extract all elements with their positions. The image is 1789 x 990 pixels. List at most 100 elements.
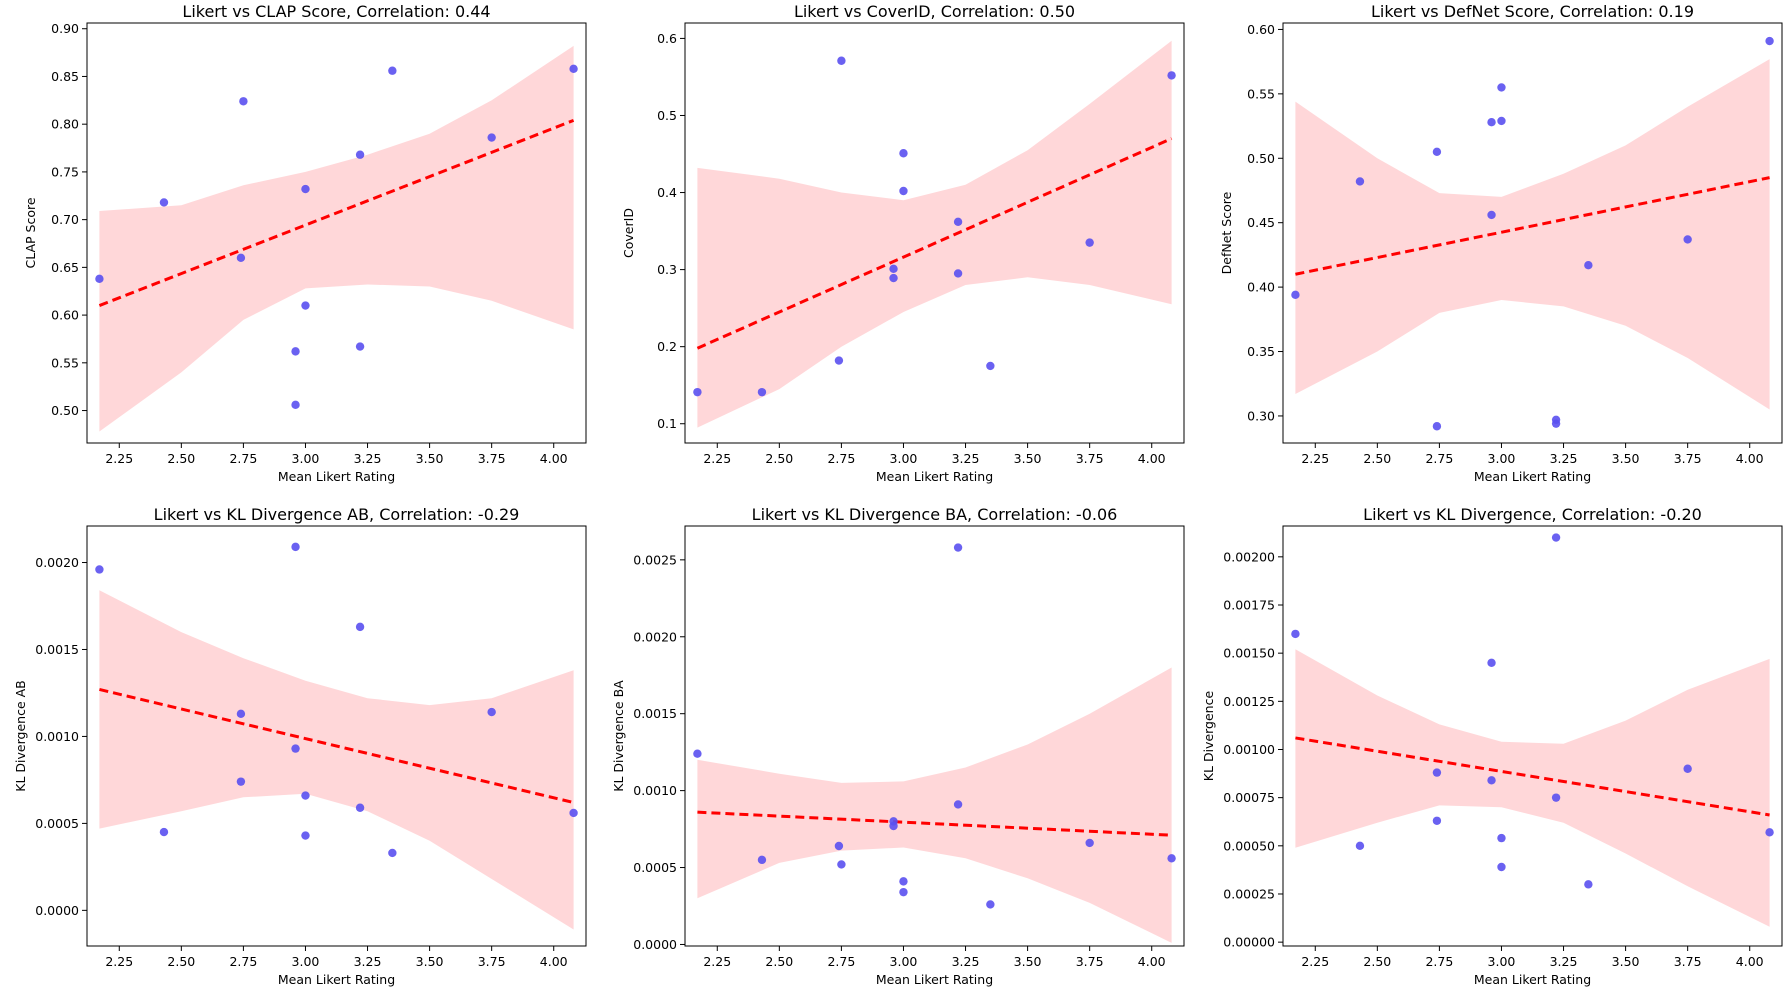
data-point: [291, 400, 300, 410]
chart-panel-3: 2.25 2.50 2.75 3.00 3.25 3.50 3.75 4.00 0.30 0.35…: [1219, 2, 1783, 484]
data-point: [569, 64, 578, 74]
data-point: [388, 66, 397, 75]
x-tick-label: 3.75: [1674, 954, 1702, 969]
regression-line: [1295, 736, 1770, 817]
axes-frame: [1282, 22, 1783, 444]
y-tick-label: 0.00075: [1223, 790, 1275, 805]
x-tick-label: 3.25: [952, 954, 980, 969]
x-tick-label: 3.00: [1488, 451, 1516, 466]
data-point: [834, 841, 844, 851]
data-point: [95, 274, 104, 284]
regression-line: [98, 118, 575, 307]
chart-title: Likert vs KL Divergence BA, Correlation:…: [752, 505, 1118, 524]
data-point: [1551, 419, 1561, 428]
y-axis-label: CoverID: [621, 208, 636, 258]
axes-frame: [1282, 525, 1783, 947]
data-point: [301, 301, 310, 310]
x-tick-label: 2.25: [105, 451, 133, 466]
y-tick-label: 0.0020: [633, 629, 677, 644]
data-point: [693, 749, 702, 758]
data-point: [986, 361, 995, 371]
y-tick-label: 0.00150: [1223, 646, 1275, 661]
y-tick-label: 0.60: [1247, 22, 1275, 37]
data-point: [569, 808, 578, 818]
x-tick-label: 3.25: [952, 451, 980, 466]
data-point: [355, 803, 365, 812]
x-axis-label: Mean Likert Rating: [1474, 972, 1591, 987]
data-point: [291, 542, 300, 552]
y-tick-label: 0.6: [657, 31, 677, 46]
data-point: [889, 821, 898, 831]
x-tick-label: 4.00: [540, 954, 568, 969]
y-tick-label: 0.90: [51, 21, 79, 36]
data-point: [1683, 235, 1692, 244]
data-point: [1487, 776, 1496, 785]
x-tick-label: 2.75: [827, 954, 855, 969]
y-tick-label: 0.0025: [633, 552, 677, 567]
data-point: [1355, 177, 1365, 186]
y-tick-label: 0.65: [51, 260, 79, 275]
data-point: [834, 356, 844, 365]
data-point: [837, 860, 846, 869]
x-tick-label: 3.75: [1076, 954, 1104, 969]
y-axis-label: DefNet Score: [1219, 191, 1234, 274]
axes-frame: [86, 22, 587, 444]
x-tick-label: 2.75: [1425, 954, 1453, 969]
regression-line: [99, 688, 574, 804]
data-point: [1551, 793, 1561, 802]
y-tick-label: 0.30: [1247, 408, 1275, 423]
chart-title: Likert vs DefNet Score, Correlation: 0.1…: [1371, 2, 1694, 21]
y-axis-label: KL Divergence: [1201, 691, 1216, 782]
x-tick-label: 3.75: [1076, 451, 1104, 466]
y-tick-label: 0.00200: [1223, 549, 1275, 564]
x-tick-label: 3.50: [416, 954, 444, 969]
x-tick-label: 3.75: [478, 954, 506, 969]
chart-title: Likert vs CoverID, Correlation: 0.50: [794, 2, 1075, 21]
x-tick-label: 3.25: [354, 451, 382, 466]
chart-panel-5: 2.25 2.50 2.75 3.00 3.25 3.50 3.75 4.00 0.0000 0.…: [611, 505, 1185, 987]
data-point: [487, 707, 496, 717]
y-tick-label: 0.1: [657, 416, 677, 431]
x-tick-label: 4.00: [540, 451, 568, 466]
y-tick-label: 0.0010: [35, 729, 79, 744]
data-point: [1584, 880, 1593, 889]
y-tick-label: 0.0015: [633, 706, 677, 721]
x-tick-label: 2.75: [229, 954, 257, 969]
data-point: [953, 269, 963, 278]
chart-title: Likert vs KL Divergence, Correlation: -0…: [1363, 505, 1702, 524]
data-point: [1765, 36, 1774, 46]
data-point: [355, 342, 365, 351]
y-tick-label: 0.50: [51, 403, 79, 418]
y-tick-label: 0.45: [1247, 215, 1275, 230]
data-point: [1487, 658, 1496, 667]
x-tick-label: 2.50: [167, 954, 195, 969]
y-tick-label: 0.0010: [633, 783, 677, 798]
y-axis-label: KL Divergence BA: [611, 680, 626, 792]
data-point: [159, 198, 169, 207]
x-tick-label: 2.50: [765, 954, 793, 969]
y-tick-label: 0.40: [1247, 280, 1275, 295]
y-tick-label: 0.00025: [1223, 886, 1275, 901]
confidence-band: [697, 40, 1172, 428]
data-point: [1432, 816, 1442, 825]
data-point: [953, 217, 963, 227]
data-point: [1551, 533, 1561, 542]
y-tick-label: 0.00050: [1223, 838, 1275, 853]
data-point: [236, 253, 246, 263]
y-tick-label: 0.0005: [35, 816, 79, 831]
x-tick-label: 2.50: [1363, 451, 1391, 466]
data-point: [899, 186, 908, 196]
data-point: [1765, 828, 1774, 837]
data-point: [1355, 841, 1365, 851]
y-tick-label: 0.85: [51, 69, 79, 84]
x-tick-label: 3.00: [890, 451, 918, 466]
x-tick-label: 4.00: [1138, 451, 1166, 466]
data-point: [1167, 71, 1176, 80]
chart-panel-6: 2.25 2.50 2.75 3.00 3.25 3.50 3.75 4.00 0.00000 0…: [1201, 505, 1783, 987]
regression-line: [696, 137, 1173, 350]
data-point: [1497, 116, 1506, 126]
x-tick-label: 3.25: [1550, 451, 1578, 466]
x-tick-label: 3.50: [1612, 451, 1640, 466]
data-point: [1167, 854, 1176, 863]
x-tick-label: 3.75: [478, 451, 506, 466]
